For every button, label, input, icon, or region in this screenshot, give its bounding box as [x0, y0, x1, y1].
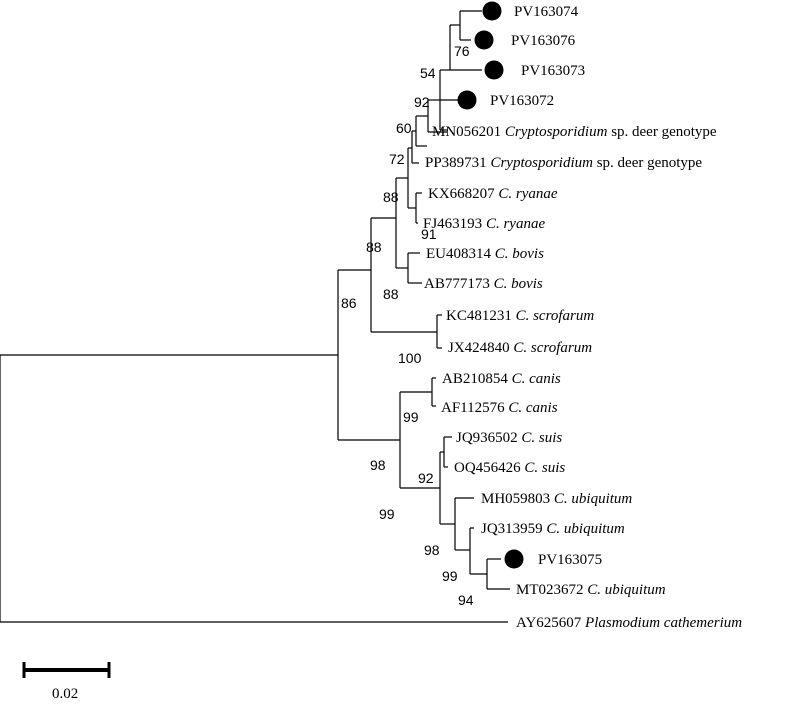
bootstrap-values: 76 54 92 60 72 88 91 88 88 86 100 99 92 …: [341, 43, 474, 608]
scale-bar-label: 0.02: [52, 686, 78, 702]
marker-pv163075: [504, 549, 524, 569]
bootstrap-value: 92: [418, 470, 434, 486]
taxon-label: KC481231 C. scrofarum: [446, 308, 594, 324]
taxon-label: JQ313959 C. ubiquitum: [481, 521, 625, 537]
taxon-label: FJ463193 C. ryanae: [423, 216, 545, 232]
taxon-labels: PV163074 PV163076 PV163073 PV163072 MN05…: [423, 4, 742, 631]
bootstrap-value: 98: [370, 457, 386, 473]
bootstrap-value: 94: [458, 592, 474, 608]
bootstrap-value: 99: [403, 409, 419, 425]
bootstrap-value: 54: [420, 65, 436, 81]
bootstrap-value: 98: [424, 542, 440, 558]
taxon-label: MH059803 C. ubiquitum: [481, 491, 632, 507]
taxon-label: PV163074: [514, 4, 579, 20]
taxon-label: OQ456426 C. suis: [454, 460, 565, 476]
taxon-label: MN056201 Cryptosporidium sp. deer genoty…: [432, 124, 717, 140]
taxon-label: AY625607 Plasmodium cathemerium: [516, 615, 742, 631]
bootstrap-value: 88: [366, 239, 382, 255]
taxon-label: PV163073: [521, 63, 585, 79]
bootstrap-value: 92: [414, 94, 430, 110]
bootstrap-value: 88: [383, 286, 399, 302]
bootstrap-value: 91: [421, 226, 437, 242]
bootstrap-value: 86: [341, 295, 357, 311]
marker-pv163073: [484, 60, 504, 80]
taxon-label: EU408314 C. bovis: [426, 246, 544, 262]
study-sample-markers: [457, 1, 524, 569]
taxon-label: PV163072: [490, 93, 554, 109]
tree-branches: [0, 10, 510, 623]
bootstrap-value: 60: [396, 120, 412, 136]
taxon-label: KX668207 C. ryanae: [428, 186, 558, 202]
bootstrap-value: 100: [398, 350, 422, 366]
taxon-label: JQ936502 C. suis: [456, 430, 562, 446]
marker-pv163072: [457, 90, 477, 110]
taxon-label: AB210854 C. canis: [442, 371, 561, 387]
marker-pv163076: [474, 30, 494, 50]
bootstrap-value: 99: [379, 506, 395, 522]
scale-bar: 0.02: [22, 662, 111, 702]
bootstrap-value: 99: [442, 568, 458, 584]
bootstrap-value: 76: [454, 43, 470, 59]
taxon-label: AB777173 C. bovis: [424, 276, 543, 292]
taxon-label: JX424840 C. scrofarum: [448, 340, 592, 356]
taxon-label: MT023672 C. ubiquitum: [516, 582, 666, 598]
taxon-label: PV163075: [538, 552, 602, 568]
marker-pv163074: [482, 1, 502, 21]
taxon-label: AF112576 C. canis: [441, 400, 558, 416]
bootstrap-value: 72: [389, 151, 405, 167]
bootstrap-value: 88: [383, 189, 399, 205]
taxon-label: PV163076: [511, 33, 576, 49]
taxon-label: PP389731 Cryptosporidium sp. deer genoty…: [425, 155, 702, 171]
